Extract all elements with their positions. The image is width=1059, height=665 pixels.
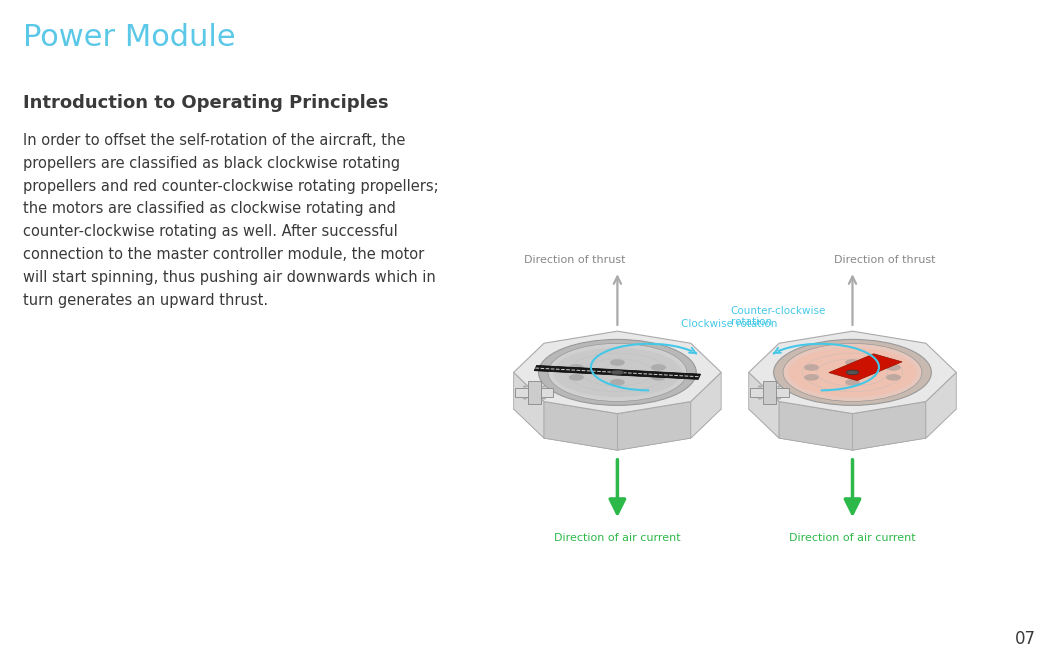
Polygon shape xyxy=(514,368,721,450)
Ellipse shape xyxy=(804,374,819,380)
Ellipse shape xyxy=(777,386,782,388)
Text: Introduction to Operating Principles: Introduction to Operating Principles xyxy=(23,94,389,112)
Ellipse shape xyxy=(548,343,687,402)
Text: Direction of air current: Direction of air current xyxy=(789,533,916,543)
Polygon shape xyxy=(514,331,721,414)
Text: Direction of thrust: Direction of thrust xyxy=(524,255,626,265)
Polygon shape xyxy=(926,372,956,438)
Polygon shape xyxy=(852,402,926,450)
Ellipse shape xyxy=(651,374,666,380)
Polygon shape xyxy=(527,380,541,404)
Ellipse shape xyxy=(569,364,584,371)
Polygon shape xyxy=(779,402,852,450)
Polygon shape xyxy=(749,368,956,450)
Ellipse shape xyxy=(523,386,527,388)
Ellipse shape xyxy=(846,370,859,375)
Ellipse shape xyxy=(611,370,624,375)
Text: Direction of thrust: Direction of thrust xyxy=(833,255,935,265)
Ellipse shape xyxy=(845,359,860,366)
Text: In order to offset the self-rotation of the aircraft, the
propellers are classif: In order to offset the self-rotation of … xyxy=(23,133,438,308)
Ellipse shape xyxy=(542,386,546,388)
Ellipse shape xyxy=(804,364,819,371)
Ellipse shape xyxy=(845,379,860,386)
Ellipse shape xyxy=(777,398,782,400)
Polygon shape xyxy=(749,372,779,438)
Polygon shape xyxy=(762,380,776,404)
Ellipse shape xyxy=(610,379,625,386)
Ellipse shape xyxy=(788,348,917,397)
Polygon shape xyxy=(534,366,701,379)
Ellipse shape xyxy=(610,359,625,366)
Polygon shape xyxy=(690,372,721,438)
Polygon shape xyxy=(829,354,902,380)
Ellipse shape xyxy=(783,343,922,402)
Ellipse shape xyxy=(774,339,931,406)
Ellipse shape xyxy=(886,364,901,371)
Ellipse shape xyxy=(758,398,762,400)
Ellipse shape xyxy=(539,339,696,406)
Text: Counter-clockwise
rotation: Counter-clockwise rotation xyxy=(731,306,826,327)
Polygon shape xyxy=(544,402,617,450)
Polygon shape xyxy=(751,388,789,397)
Polygon shape xyxy=(514,372,544,438)
Polygon shape xyxy=(516,388,554,397)
Ellipse shape xyxy=(651,364,666,371)
Text: Clockwise rotation: Clockwise rotation xyxy=(681,319,777,329)
Text: Direction of air current: Direction of air current xyxy=(554,533,681,543)
Ellipse shape xyxy=(758,386,762,388)
Ellipse shape xyxy=(542,398,546,400)
Polygon shape xyxy=(749,331,956,414)
Ellipse shape xyxy=(553,348,682,397)
Ellipse shape xyxy=(886,374,901,380)
Polygon shape xyxy=(617,402,690,450)
Text: Power Module: Power Module xyxy=(23,23,236,53)
Ellipse shape xyxy=(569,374,584,380)
Ellipse shape xyxy=(523,398,527,400)
Text: 07: 07 xyxy=(1015,630,1036,648)
